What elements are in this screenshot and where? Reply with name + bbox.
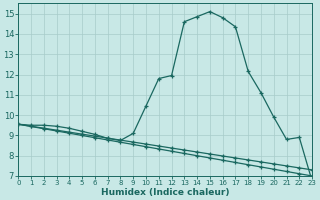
X-axis label: Humidex (Indice chaleur): Humidex (Indice chaleur)	[101, 188, 229, 197]
